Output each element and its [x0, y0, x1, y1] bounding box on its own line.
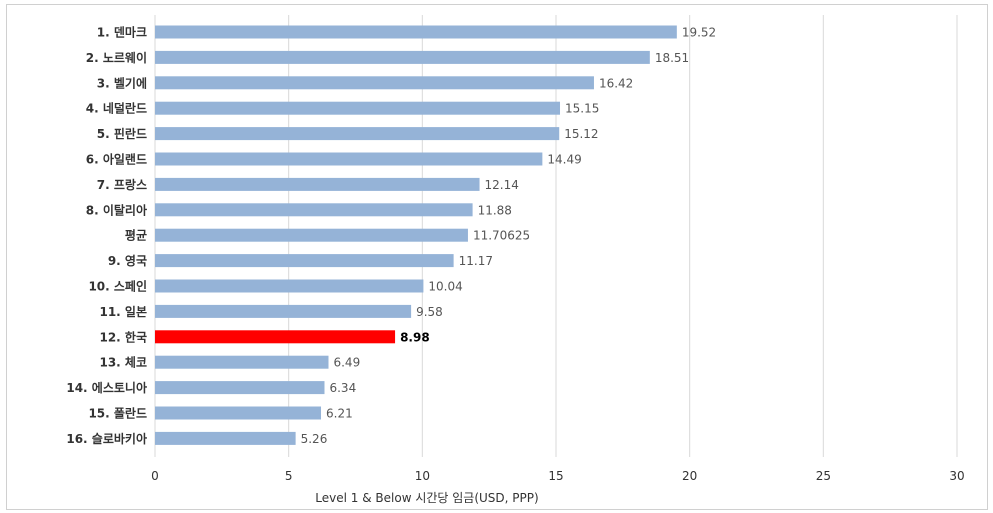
value-label: 6.21 — [326, 407, 353, 421]
value-label: 11.70625 — [473, 229, 530, 243]
value-label: 12.14 — [485, 178, 519, 192]
value-label: 8.98 — [400, 330, 430, 344]
category-label: 평균 — [125, 229, 147, 243]
chart-frame: 1. 덴마크 2. 노르웨이 3. 벨기에 4. 네덜란드 5. 핀란드 6. 아일랜드 7… — [6, 4, 988, 510]
category-label: 11. 일본 — [99, 305, 147, 319]
bar — [155, 355, 329, 369]
bar-chart: 1. 덴마크 2. 노르웨이 3. 벨기에 4. 네덜란드 5. 핀란드 6. 아일랜드 7… — [66, 15, 965, 505]
x-tick-label: 15 — [548, 469, 563, 483]
value-label: 10.04 — [428, 280, 462, 294]
value-label: 16.42 — [599, 76, 633, 90]
bar — [155, 381, 325, 395]
value-label: 5.26 — [301, 432, 328, 446]
x-axis-title: Level 1 & Below 시간당 임금(USD, PPP) — [315, 491, 538, 505]
x-tick-label: 30 — [949, 469, 964, 483]
bar — [155, 254, 454, 268]
bar — [155, 304, 412, 318]
bar — [155, 152, 543, 166]
category-labels: 1. 덴마크 2. 노르웨이 3. 벨기에 4. 네덜란드 5. 핀란드 6. 아일랜드 7… — [66, 25, 147, 446]
category-label: 14. 에스토니아 — [66, 380, 147, 395]
x-tick-label: 25 — [816, 469, 831, 483]
value-label: 19.52 — [682, 26, 716, 40]
value-label: 18.51 — [655, 51, 689, 65]
x-tick-label: 20 — [682, 469, 697, 483]
category-label: 1. 덴마크 — [97, 25, 147, 40]
bar — [155, 406, 322, 420]
category-label: 3. 벨기에 — [97, 75, 147, 90]
value-label: 11.88 — [478, 203, 512, 217]
category-label: 9. 영국 — [108, 253, 147, 268]
bar — [155, 101, 561, 115]
bar — [155, 76, 594, 90]
category-label: 8. 이탈리아 — [86, 202, 147, 217]
category-label: 10. 스페인 — [88, 279, 147, 294]
value-label: 9.58 — [416, 305, 443, 319]
category-label: 12. 한국 — [99, 329, 147, 344]
category-label: 15. 폴란드 — [88, 406, 147, 421]
category-label: 16. 슬로바키아 — [66, 431, 147, 446]
value-label: 15.12 — [564, 127, 598, 141]
bar — [155, 228, 468, 242]
bar — [155, 431, 296, 445]
x-tick-label: 0 — [151, 469, 159, 483]
category-label: 13. 체코 — [99, 355, 147, 370]
value-label: 6.34 — [329, 381, 356, 395]
bar — [155, 127, 560, 141]
bars — [155, 25, 677, 445]
category-label: 6. 아일랜드 — [86, 152, 147, 167]
x-tick-labels: 0 5 10 15 20 25 30 — [151, 469, 964, 483]
category-label: 7. 프랑스 — [97, 178, 147, 192]
bar — [155, 279, 424, 293]
bar — [155, 330, 396, 344]
x-tick-label: 5 — [285, 469, 293, 483]
bar — [155, 203, 473, 217]
category-label: 5. 핀란드 — [97, 126, 147, 141]
value-label: 11.17 — [459, 254, 493, 268]
bar — [155, 50, 650, 64]
value-label: 6.49 — [333, 356, 360, 370]
category-label: 2. 노르웨이 — [86, 50, 147, 65]
bar — [155, 25, 677, 39]
value-label: 14.49 — [547, 153, 581, 167]
category-label: 4. 네덜란드 — [86, 101, 147, 116]
value-label: 15.15 — [565, 102, 599, 116]
bar — [155, 177, 480, 191]
x-tick-label: 10 — [415, 469, 430, 483]
